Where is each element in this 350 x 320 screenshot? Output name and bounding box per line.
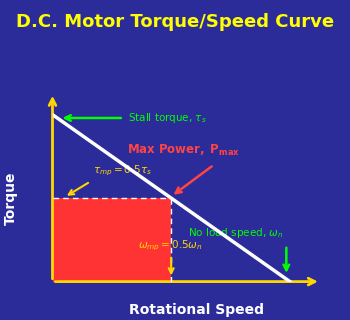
Bar <box>52 198 171 282</box>
Text: No load speed, $\omega_n$: No load speed, $\omega_n$ <box>188 226 284 240</box>
Text: $\tau_{mp}=0.5\tau_s$: $\tau_{mp}=0.5\tau_s$ <box>93 164 152 178</box>
Text: Stall torque, $\tau_s$: Stall torque, $\tau_s$ <box>128 111 207 125</box>
Text: Torque: Torque <box>4 172 18 225</box>
Text: $\omega_{mp}=0.5\omega_n$: $\omega_{mp}=0.5\omega_n$ <box>138 239 203 253</box>
Text: Rotational Speed: Rotational Speed <box>128 303 264 317</box>
Text: $\mathbf{Max\ Power,\ P_{max}}$: $\mathbf{Max\ Power,\ P_{max}}$ <box>127 143 239 158</box>
Text: D.C. Motor Torque/Speed Curve: D.C. Motor Torque/Speed Curve <box>16 13 334 31</box>
